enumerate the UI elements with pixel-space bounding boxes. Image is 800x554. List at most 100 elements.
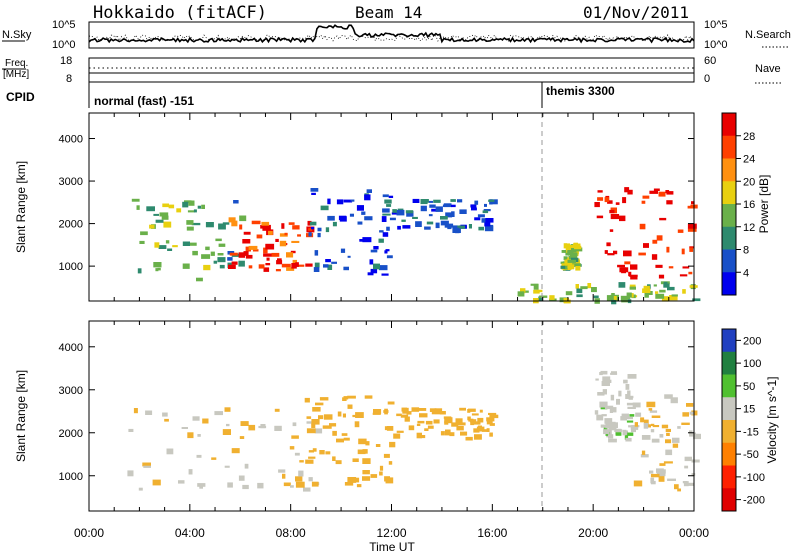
data-cell: [281, 223, 285, 229]
data-cell: [342, 413, 346, 418]
data-cell: [649, 410, 658, 413]
data-cell: [488, 412, 497, 415]
power-x-ticks: [88, 113, 695, 301]
data-cell: [606, 242, 611, 247]
data-cell: [599, 401, 608, 408]
data-region-3: [391, 198, 498, 234]
data-cell: [158, 245, 167, 249]
data-cell: [426, 221, 434, 225]
data-cell: [384, 408, 388, 415]
noise-tick-bottom-left: 10^0: [52, 39, 76, 51]
data-cell: [482, 210, 489, 214]
data-cell: [666, 200, 673, 205]
data-cell: [653, 284, 657, 287]
data-cell: [618, 390, 622, 397]
data-cell: [451, 204, 456, 208]
data-cell: [406, 411, 412, 415]
data-cell: [306, 416, 312, 419]
data-cell: [369, 259, 374, 265]
data-cell: [343, 199, 353, 203]
data-cell: [649, 470, 654, 474]
y-tick-label: 4000: [59, 342, 83, 354]
data-cell: [181, 427, 188, 429]
time-tick-label: 20:00: [578, 526, 608, 540]
data-cell: [450, 199, 456, 202]
data-cell: [386, 426, 394, 431]
data-cell: [278, 469, 286, 473]
data-cell: [456, 422, 466, 426]
data-cell: [265, 243, 275, 250]
data-cell: [538, 296, 543, 301]
data-cell: [465, 436, 473, 441]
data-cell: [343, 266, 349, 271]
data-cell: [311, 192, 316, 195]
data-cell: [362, 476, 371, 481]
data-cell: [479, 409, 483, 413]
data-cell: [604, 418, 613, 424]
data-cell: [312, 448, 317, 452]
data-cell: [406, 210, 414, 217]
data-cell: [370, 268, 378, 274]
data-cell: [644, 292, 649, 298]
data-cell: [665, 439, 672, 444]
noise-search-label: N.Search: [745, 29, 791, 41]
data-cell: [307, 220, 312, 226]
data-cell: [279, 233, 288, 237]
power-y-axis-label: Slant Range [km]: [14, 161, 28, 253]
data-cell: [378, 265, 388, 271]
data-cell: [478, 226, 484, 231]
colorbar-tick-label: 50: [743, 381, 755, 393]
velocity-y-ticks: 1000 2000 3000 4000: [59, 342, 694, 483]
data-cell: [420, 200, 428, 205]
data-cell: [367, 272, 374, 276]
data-cell: [629, 284, 636, 289]
y-tick-label: 1000: [59, 471, 83, 483]
data-cell: [687, 223, 697, 229]
data-cell: [382, 213, 391, 216]
colorbar-tick-label: 15: [743, 404, 755, 416]
data-cell: [196, 454, 202, 458]
data-cell: [420, 205, 427, 212]
time-tick-label: 04:00: [175, 526, 205, 540]
data-cell: [378, 238, 384, 243]
data-cell: [611, 293, 615, 296]
time-tick-label: 08:00: [276, 526, 306, 540]
data-cell: [383, 453, 390, 458]
data-cell: [433, 199, 441, 203]
data-cell: [322, 425, 332, 429]
data-cell: [594, 202, 600, 208]
data-cell: [415, 221, 422, 227]
data-cell: [560, 265, 566, 269]
data-cell: [597, 392, 605, 396]
data-cell: [172, 245, 178, 248]
data-cell: [201, 254, 211, 259]
nave-label: Nave: [755, 63, 781, 75]
data-cell: [484, 222, 491, 227]
data-cell: [386, 255, 393, 259]
colorbar-tick-label: 28: [743, 131, 755, 143]
data-cell: [295, 264, 305, 267]
data-cell: [624, 187, 630, 193]
data-cell: [362, 470, 370, 475]
data-cell: [196, 277, 203, 282]
data-cell: [142, 462, 151, 467]
data-cell: [444, 417, 453, 424]
velocity-colorbar-swatches: [722, 329, 736, 512]
data-cell: [613, 250, 618, 255]
data-cell: [308, 456, 316, 459]
data-cell: [337, 411, 342, 417]
data-cell: [474, 434, 482, 440]
data-cell: [219, 264, 225, 269]
data-cell: [609, 408, 613, 413]
data-cell: [290, 485, 294, 488]
data-cell: [332, 221, 337, 227]
data-cell: [610, 214, 620, 220]
data-cell: [305, 459, 314, 464]
beam-label: Beam 14: [355, 3, 422, 22]
data-cell: [625, 416, 633, 420]
data-cell: [248, 265, 253, 269]
data-cell: [342, 397, 347, 401]
data-cell: [443, 416, 452, 419]
data-cell: [211, 457, 217, 460]
data-cell: [412, 198, 420, 203]
